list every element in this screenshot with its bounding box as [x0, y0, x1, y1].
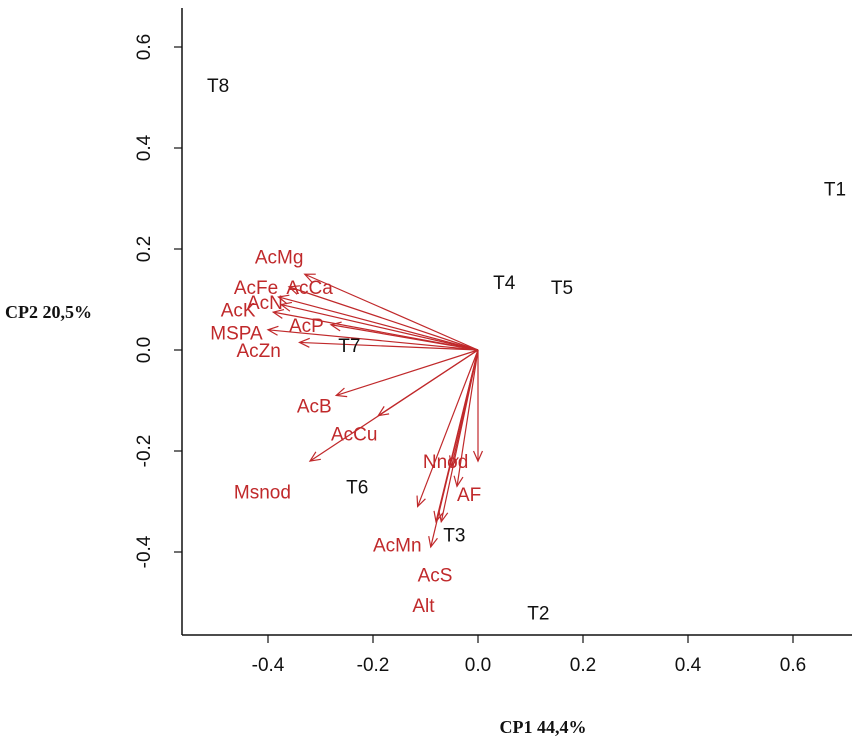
vector-vec1: [416, 349, 479, 508]
variable-label-af: AF: [457, 485, 481, 506]
variable-label-acb: AcB: [297, 397, 332, 418]
variable-vectors: [266, 273, 484, 549]
y-tick-label: 0.4: [134, 134, 155, 161]
y-tick-label: 0.0: [134, 337, 155, 363]
variable-label-nnod: Nnod: [423, 452, 468, 473]
y-tick-label: -0.4: [134, 535, 155, 568]
vector-acmn: [428, 349, 479, 549]
vector-acmg: [303, 273, 479, 351]
vector-acn: [279, 301, 479, 351]
variable-label-acmg: AcMg: [255, 248, 304, 269]
variable-label-aczn: AcZn: [237, 341, 281, 362]
observation-label-t6: T6: [346, 477, 368, 498]
x-tick-label: 0.2: [570, 655, 596, 676]
x-tick-label: 0.0: [465, 655, 491, 676]
observation-label-t7: T7: [338, 336, 360, 357]
x-tick-label: 0.4: [675, 655, 702, 676]
vector-acp: [329, 321, 479, 351]
y-ticks: -0.4 -0.2 0.0 0.2 0.4 0.6: [134, 34, 182, 568]
variable-label-acp: AcP: [289, 316, 324, 337]
x-ticks: -0.4 -0.2 0.0 0.2 0.4 0.6: [252, 635, 806, 676]
y-tick-label: -0.2: [134, 435, 155, 468]
variable-label-acs: AcS: [418, 566, 453, 587]
vector-mspa: [266, 325, 479, 351]
observation-label-t8: T8: [207, 76, 229, 97]
x-tick-label: -0.2: [357, 655, 390, 676]
observation-label-t3: T3: [443, 525, 465, 546]
variable-label-acca: AcCa: [286, 278, 333, 299]
variable-label-acfe: AcFe: [234, 278, 278, 299]
variable-label-alt: Alt: [412, 596, 435, 617]
variable-label-ack: AcK: [221, 301, 256, 322]
variable-label-mspa: MSPA: [210, 323, 263, 344]
y-axis-title: CP2 20,5%: [5, 302, 92, 322]
vector-aczn: [298, 337, 479, 351]
axes: [181, 8, 852, 636]
observation-label-t2: T2: [527, 604, 549, 625]
variable-label-acmn: AcMn: [373, 535, 422, 556]
y-tick-label: 0.2: [134, 236, 155, 262]
x-tick-label: 0.6: [780, 655, 806, 676]
variable-label-accu: AcCu: [331, 424, 377, 445]
y-tick-label: 0.6: [134, 34, 155, 60]
vector-acb: [334, 349, 479, 398]
variable-label-msnod: Msnod: [234, 482, 291, 503]
observation-label-t4: T4: [493, 273, 516, 294]
vector-af: [472, 350, 484, 463]
x-axis-title: CP1 44,4%: [500, 717, 587, 737]
observation-labels: T1 T2 T3 T4 T5 T6 T7 T8: [207, 76, 846, 625]
vector-msnod: [308, 349, 479, 462]
observation-label-t1: T1: [824, 179, 846, 200]
x-tick-label: -0.4: [252, 655, 285, 676]
vector-acfe: [277, 294, 479, 351]
vector-alt: [453, 349, 479, 488]
variable-label-acn: AcN: [247, 293, 283, 314]
vector-acca: [287, 285, 479, 351]
vector-acs: [438, 349, 479, 524]
observation-label-t5: T5: [551, 278, 573, 299]
